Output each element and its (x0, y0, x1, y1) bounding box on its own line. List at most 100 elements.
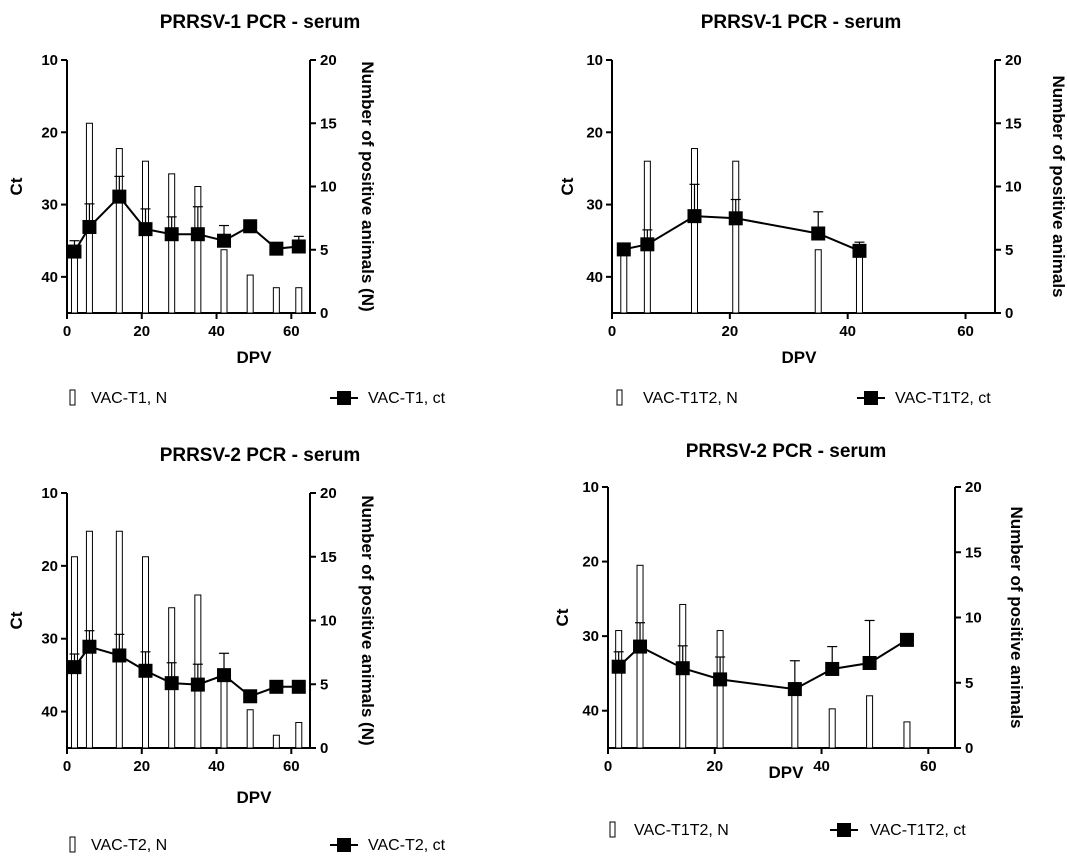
left-tick-label: 10 (586, 52, 603, 69)
right-axis-label: Number of positive animals (N) (358, 495, 377, 745)
bar (679, 603, 687, 749)
data-point (243, 689, 258, 704)
right-tick-label: 5 (320, 242, 328, 259)
data-point (616, 242, 631, 257)
data-point (728, 211, 743, 226)
x-tick-label: 60 (283, 758, 300, 775)
left-tick-label: 20 (582, 554, 599, 571)
left-tick-label: 20 (41, 124, 58, 141)
data-point (633, 639, 648, 654)
legend-bar-swatch (69, 389, 76, 406)
bar (246, 709, 254, 749)
legend-line-label: VAC-T2, ct (368, 837, 446, 854)
legend-bar-swatch (69, 836, 76, 853)
data-point (899, 632, 914, 647)
right-axis-label: Number of positive animals (1049, 76, 1067, 298)
x-tick-label: 20 (133, 758, 150, 775)
legend-line-marker (837, 823, 851, 837)
right-tick-label: 20 (320, 485, 337, 502)
x-axis-label: DPV (782, 348, 818, 367)
bar (70, 249, 78, 314)
left-tick-label: 20 (41, 558, 58, 575)
bar (272, 734, 280, 749)
data-point (269, 241, 284, 256)
data-point (217, 233, 232, 248)
data-point (67, 244, 82, 259)
legend-line-label: VAC-T1T2, ct (895, 390, 991, 407)
x-axis-label: DPV (237, 348, 273, 367)
legend-bar-swatch (609, 821, 616, 838)
legend: VAC-T1T2, N VAC-T1T2, ct (616, 389, 991, 407)
chart-title: PRRSV-2 PCR - serum (160, 445, 361, 466)
left-tick-label: 40 (586, 269, 603, 286)
left-axis-label: Ct (553, 608, 572, 626)
right-tick-label: 0 (965, 740, 973, 757)
data-point (82, 639, 97, 654)
left-tick-label: 30 (582, 628, 599, 645)
bar (716, 630, 724, 749)
data-point (852, 243, 867, 258)
right-tick-label: 10 (965, 610, 982, 627)
chart-1: PRRSV-1 PCR - serum 10 20 30 40 0 5 10 15 20 0 20 40… (7, 12, 446, 407)
right-axis-label: Number of positive animals (1007, 507, 1026, 729)
left-axis-label: Ct (7, 177, 26, 195)
bar (615, 630, 623, 749)
chart-title: PRRSV-1 PCR - serum (160, 12, 361, 33)
data-point (164, 227, 179, 242)
left-tick-label: 30 (41, 631, 58, 648)
chart-2: PRRSV-1 PCR - serum 10 20 30 40 0 5 10 15 20 0 20 40… (558, 12, 1067, 407)
x-tick-label: 40 (208, 758, 225, 775)
ct-line (73, 195, 299, 253)
left-tick-label: 30 (586, 197, 603, 214)
right-tick-label: 0 (320, 305, 328, 322)
left-tick-label: 40 (582, 703, 599, 720)
left-axis-label: Ct (7, 611, 26, 629)
x-axis-label: DPV (769, 763, 805, 782)
bar (272, 287, 280, 314)
x-tick-label: 60 (957, 323, 974, 340)
right-tick-label: 5 (1005, 242, 1013, 259)
bar (903, 721, 911, 749)
left-tick-label: 10 (41, 52, 58, 69)
x-tick-label: 40 (813, 758, 830, 775)
right-tick-label: 5 (320, 676, 328, 693)
data-point (269, 679, 284, 694)
bar (220, 671, 228, 749)
data-point (611, 659, 626, 674)
right-tick-label: 15 (320, 115, 337, 132)
bar (115, 148, 123, 314)
data-point (825, 661, 840, 676)
x-tick-label: 20 (133, 323, 150, 340)
x-tick-label: 20 (706, 758, 723, 775)
data-point (675, 661, 690, 676)
right-tick-label: 20 (1005, 52, 1022, 69)
legend-line-marker (337, 391, 351, 405)
x-tick-label: 20 (722, 323, 739, 340)
data-point (862, 655, 877, 670)
bar (732, 160, 740, 314)
legend-line-marker (337, 838, 351, 852)
chart-4: PRRSV-2 PCR - serum 10 20 30 40 0 5 10 15 20 0 20 40… (553, 441, 1026, 839)
x-tick-label: 0 (63, 758, 71, 775)
left-tick-label: 10 (41, 485, 58, 502)
data-point (190, 677, 205, 692)
right-tick-label: 10 (320, 613, 337, 630)
chart-title: PRRSV-1 PCR - serum (701, 12, 902, 33)
x-tick-label: 60 (920, 758, 937, 775)
data-point (164, 676, 179, 691)
right-tick-label: 20 (320, 52, 337, 69)
legend-bar-label: VAC-T1, N (91, 390, 167, 407)
legend-bar-label: VAC-T1T2, N (643, 390, 738, 407)
chart-title: PRRSV-2 PCR - serum (686, 441, 887, 462)
data-point (811, 226, 826, 241)
data-point (138, 222, 153, 237)
right-tick-label: 0 (320, 740, 328, 757)
x-tick-label: 0 (608, 323, 616, 340)
legend: VAC-T1, N VAC-T1, ct (69, 389, 446, 407)
data-point (243, 219, 258, 234)
data-point (291, 239, 306, 254)
left-tick-label: 40 (41, 704, 58, 721)
legend-line-label: VAC-T1T2, ct (870, 822, 966, 839)
right-tick-label: 10 (1005, 179, 1022, 196)
